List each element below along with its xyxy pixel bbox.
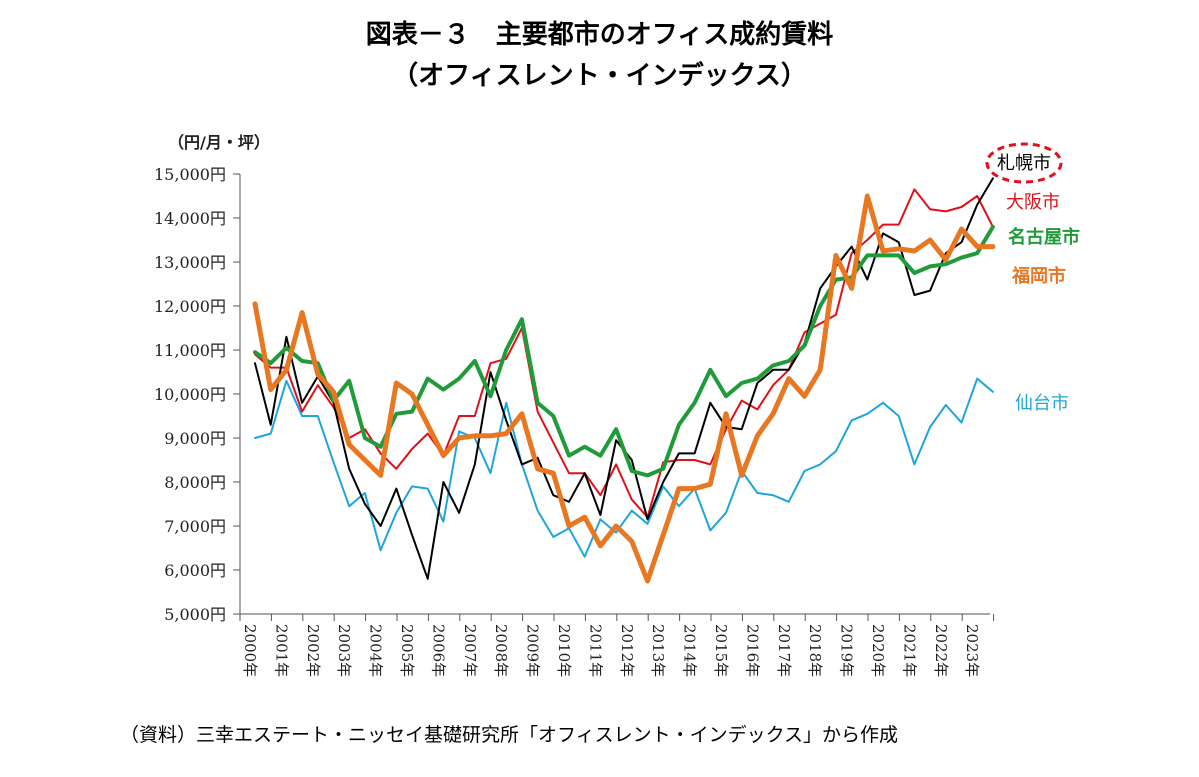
highlight-circle — [985, 142, 1063, 184]
series-line-1 — [254, 177, 994, 580]
series-label-5: 仙台市 — [1015, 393, 1069, 414]
chart-title: 図表－３ 主要都市のオフィス成約賃料 — [365, 20, 834, 50]
series-layer — [252, 177, 996, 584]
y-tick-label: 10,000円 — [154, 385, 226, 404]
y-tick-label: 11,000円 — [154, 341, 226, 360]
series-line-4 — [252, 193, 996, 584]
series-label-3: 名古屋市 — [1008, 226, 1080, 248]
y-tick-label: 5,000円 — [164, 605, 226, 624]
series-line-3 — [253, 224, 995, 478]
x-tick-label: 2003年 — [335, 624, 353, 677]
source-note: （資料）三幸エステート・ニッセイ基礎研究所「オフィスレント・インデックス」から作… — [120, 724, 899, 746]
y-tick-label: 12,000円 — [154, 297, 226, 316]
x-tick-label: 2019年 — [838, 624, 856, 677]
x-tick-label: 2016年 — [743, 624, 761, 677]
y-tick-label: 14,000円 — [154, 209, 226, 228]
x-tick-label: 2021年 — [900, 624, 918, 677]
y-tick-label: 6,000円 — [164, 561, 226, 580]
x-tick-label: 2004年 — [367, 624, 385, 677]
y-axis-unit-label: （円/月・坪） — [168, 133, 270, 152]
x-tick-label: 2014年 — [681, 624, 699, 677]
x-tick-label: 2002年 — [304, 624, 322, 677]
y-tick-label: 9,000円 — [164, 429, 226, 448]
x-tick-label: 2011年 — [586, 624, 604, 677]
x-tick-label: 2012年 — [618, 624, 636, 677]
x-tick-label: 2005年 — [398, 624, 416, 677]
x-tick-label: 2015年 — [712, 624, 730, 677]
y-tick-label: 8,000円 — [164, 473, 226, 492]
y-tick-label: 15,000円 — [154, 165, 226, 184]
x-tick-label: 2001年 — [272, 624, 290, 677]
x-tick-label: 2009年 — [524, 624, 542, 677]
x-tick-label: 2023年 — [963, 624, 981, 677]
x-tick-label: 2013年 — [649, 624, 667, 677]
x-tick-label: 2007年 — [461, 624, 479, 677]
series-label-2: 大阪市 — [1006, 192, 1060, 213]
y-tick-label: 7,000円 — [164, 517, 226, 536]
x-tick-label: 2018年 — [806, 624, 824, 677]
x-axis: 2000年 2001年 2002年 2003年 2004年 2005年 2006年 2007年… — [239, 613, 995, 677]
series-label-1: 札幌市 — [997, 153, 1051, 174]
title-block: 図表－３ 主要都市のオフィス成約賃料 （オフィスレント・インデックス） — [0, 14, 1199, 96]
chart-subtitle: （オフィスレント・インデックス） — [392, 61, 807, 91]
series-line-5 — [254, 377, 994, 558]
y-axis: 5,000円 6,000円 7,000円 8,000円 9,000円 10,000円 11,… — [154, 165, 241, 624]
y-tick-label: 13,000円 — [154, 253, 226, 272]
x-tick-label: 2010年 — [555, 624, 573, 677]
x-tick-label: 2000年 — [241, 624, 259, 677]
x-tick-label: 2017年 — [775, 624, 793, 677]
x-tick-label: 2020年 — [869, 624, 887, 677]
x-tick-label: 2008年 — [492, 624, 510, 677]
x-tick-label: 2022年 — [932, 624, 950, 677]
series-label-4: 福岡市 — [1011, 265, 1066, 287]
x-tick-label: 2006年 — [429, 624, 447, 677]
series-line-2 — [254, 188, 994, 519]
